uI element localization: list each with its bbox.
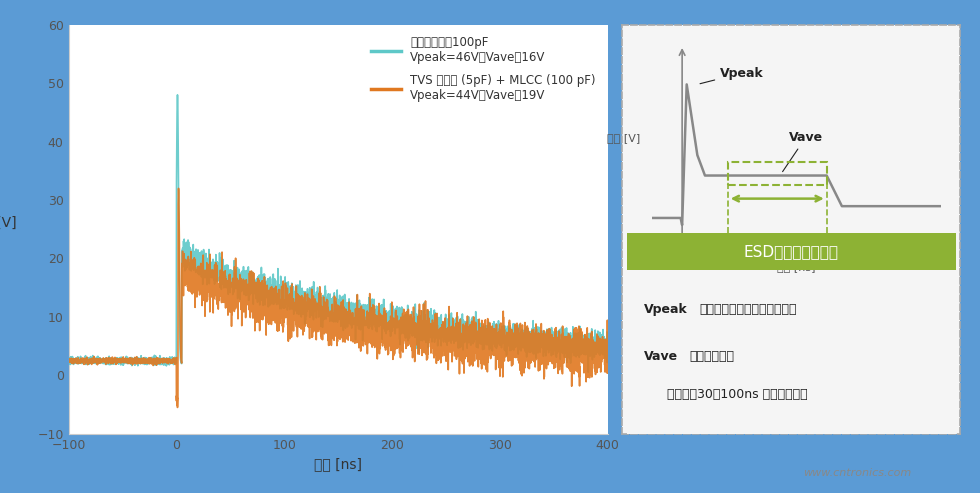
Text: ：平均电压。: ：平均电压。 [690, 350, 735, 362]
Legend: 贴片压敏电阻100pF
Vpeak=46V、Vave＝16V, TVS 二极管 (5pF) + MLCC (100 pF)
Vpeak=44V、Vave＝19V: 贴片压敏电阻100pF Vpeak=46V、Vave＝16V, TVS 二极管 … [366, 31, 602, 108]
X-axis label: 时间 [ns]: 时间 [ns] [777, 262, 815, 272]
Text: 升高之后30～100ns 的平均电压。: 升高之后30～100ns 的平均电压。 [666, 388, 808, 401]
Text: Vpeak: Vpeak [700, 67, 764, 84]
Text: www.cntronics.com: www.cntronics.com [804, 468, 911, 478]
Text: ：峰值电压。上升部分电压。: ：峰值电压。上升部分电压。 [700, 303, 797, 316]
Text: Vave: Vave [783, 131, 823, 172]
Y-axis label: 电压 [V]: 电压 [V] [608, 133, 641, 143]
Bar [728, 162, 827, 185]
Text: Vave: Vave [644, 350, 678, 362]
Text: ESD波形的评估参数: ESD波形的评估参数 [744, 244, 839, 259]
Text: Vpeak: Vpeak [644, 303, 687, 316]
Y-axis label: 电压 [V]: 电压 [V] [0, 215, 17, 229]
X-axis label: 时间 [ns]: 时间 [ns] [315, 457, 362, 471]
